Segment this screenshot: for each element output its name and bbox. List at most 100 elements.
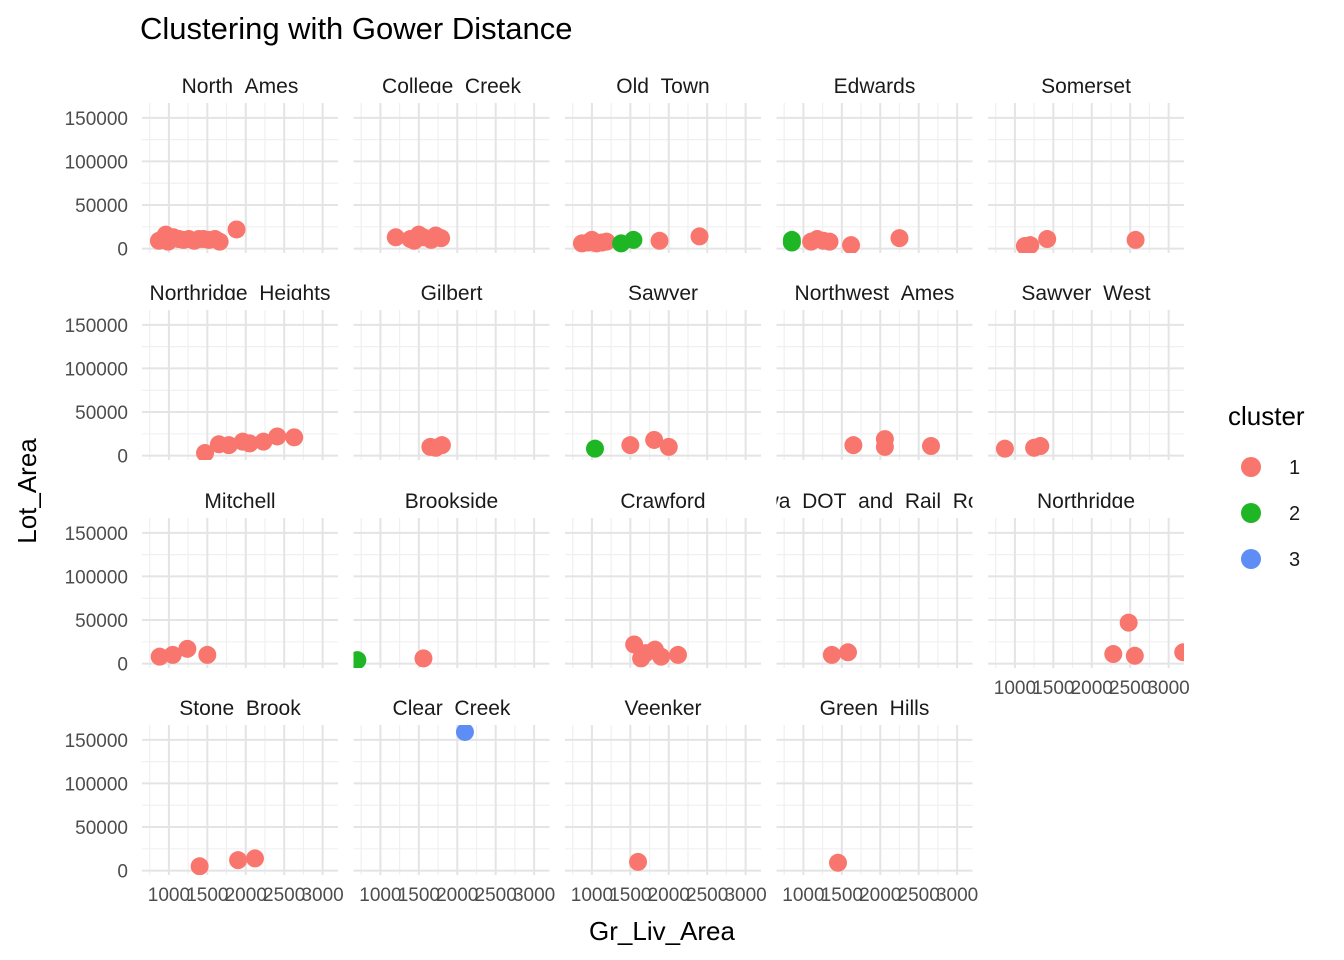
facet-panel: Mitchell 0 50000 100000 150000 xyxy=(65,490,338,676)
data-point xyxy=(163,645,182,664)
data-point xyxy=(597,232,616,251)
panel-points xyxy=(1104,613,1184,665)
legend-key xyxy=(1241,503,1261,523)
facet-label: Mitchell xyxy=(204,490,275,513)
x-tick-label: 1000 xyxy=(994,678,1036,699)
facet-panel: Edwards xyxy=(776,75,973,253)
panel-points xyxy=(150,639,217,666)
legend-title: cluster xyxy=(1228,401,1305,431)
data-point xyxy=(645,430,664,449)
x-tick-label: 1000 xyxy=(359,885,401,906)
legend: cluster 1 2 3 xyxy=(1228,401,1305,571)
data-point xyxy=(621,436,640,455)
x-tick-label: 2500 xyxy=(263,885,305,906)
data-point xyxy=(828,853,847,872)
panel-grid xyxy=(776,310,973,460)
panel-points xyxy=(629,852,648,871)
data-point xyxy=(353,651,367,668)
y-tick-label: 100000 xyxy=(65,359,128,380)
data-point xyxy=(432,436,451,455)
data-point xyxy=(414,649,433,668)
data-point xyxy=(650,231,669,250)
x-tick-label: 1500 xyxy=(821,885,863,906)
facet-label: Iowa_DOT_and_Rail_Road xyxy=(746,490,1003,513)
facet-label: Brookside xyxy=(405,490,498,513)
x-tick-label: 3000 xyxy=(513,885,555,906)
panel-points xyxy=(822,643,857,664)
legend-label: 2 xyxy=(1289,503,1300,525)
facet-panels: North_Ames050000100000150000College_Cree… xyxy=(65,75,1190,906)
y-tick-label: 50000 xyxy=(75,611,128,632)
data-point xyxy=(1125,646,1144,665)
legend-label: 3 xyxy=(1289,549,1300,571)
y-tick-label: 0 xyxy=(117,447,128,468)
facet-label: Gilbert xyxy=(421,282,483,305)
panel-grid xyxy=(565,310,761,460)
data-point xyxy=(190,857,209,875)
panel-grid xyxy=(142,725,338,875)
x-tick-label: 2000 xyxy=(225,885,267,906)
panel-grid xyxy=(353,725,550,875)
data-point xyxy=(890,229,909,248)
panel-grid xyxy=(988,518,1184,668)
data-point xyxy=(1126,230,1145,249)
facet-label: Northwest_Ames xyxy=(795,282,955,305)
facet-panel: North_Ames 0 50000 100000 150000 xyxy=(65,75,338,261)
data-point xyxy=(652,647,671,666)
panel-points xyxy=(386,225,451,250)
panel-points xyxy=(828,853,847,872)
panel-grid xyxy=(776,103,973,253)
data-point xyxy=(219,436,238,455)
x-tick-label: 3000 xyxy=(724,885,766,906)
data-point xyxy=(178,639,197,658)
panel-points xyxy=(353,649,433,668)
y-tick-label: 150000 xyxy=(65,316,128,337)
data-point xyxy=(198,645,217,664)
facet-panel: Somerset xyxy=(988,75,1184,253)
facet-panel: Old_Town xyxy=(565,75,761,253)
data-point xyxy=(624,230,643,249)
data-point xyxy=(782,233,801,252)
facet-panel: Gilbert xyxy=(353,282,550,460)
facet-label: Green_Hills xyxy=(820,697,930,720)
y-tick-label: 50000 xyxy=(75,403,128,424)
data-point xyxy=(875,437,894,456)
data-point xyxy=(659,437,678,456)
facet-label: Northridge xyxy=(1037,490,1135,513)
legend-label: 1 xyxy=(1289,457,1300,479)
panel-points xyxy=(196,427,304,460)
x-tick-label: 3000 xyxy=(1147,678,1189,699)
facet-label: Somerset xyxy=(1041,75,1131,98)
panel-points xyxy=(421,436,451,457)
y-tick-label: 0 xyxy=(117,240,128,261)
facet-label: Crawford xyxy=(620,490,705,513)
facet-label: Sawyer xyxy=(628,282,698,305)
panel-points xyxy=(1015,230,1145,253)
panel-points xyxy=(455,725,474,741)
y-tick-label: 150000 xyxy=(65,109,128,130)
x-tick-label: 1500 xyxy=(186,885,228,906)
x-tick-label: 2500 xyxy=(1109,678,1151,699)
x-tick-label: 2500 xyxy=(898,885,940,906)
y-tick-label: 100000 xyxy=(65,774,128,795)
chart-title: Clustering with Gower Distance xyxy=(140,11,572,46)
data-point xyxy=(196,444,215,460)
y-tick-label: 0 xyxy=(117,655,128,676)
data-point xyxy=(254,432,273,451)
panel-points xyxy=(625,635,687,668)
panel-points xyxy=(149,220,246,251)
data-point xyxy=(1031,437,1050,456)
facet-label: Edwards xyxy=(834,75,916,98)
data-point xyxy=(842,236,861,253)
x-tick-label: 1500 xyxy=(1032,678,1074,699)
x-tick-label: 1000 xyxy=(148,885,190,906)
x-tick-label: 3000 xyxy=(301,885,343,906)
panel-points xyxy=(572,227,709,253)
facet-panel: Northridge_Heights 0 50000 100000 150000 xyxy=(65,282,338,468)
y-tick-label: 100000 xyxy=(65,567,128,588)
x-axis-title: Gr_Liv_Area xyxy=(589,916,735,946)
y-tick-label: 50000 xyxy=(75,196,128,217)
